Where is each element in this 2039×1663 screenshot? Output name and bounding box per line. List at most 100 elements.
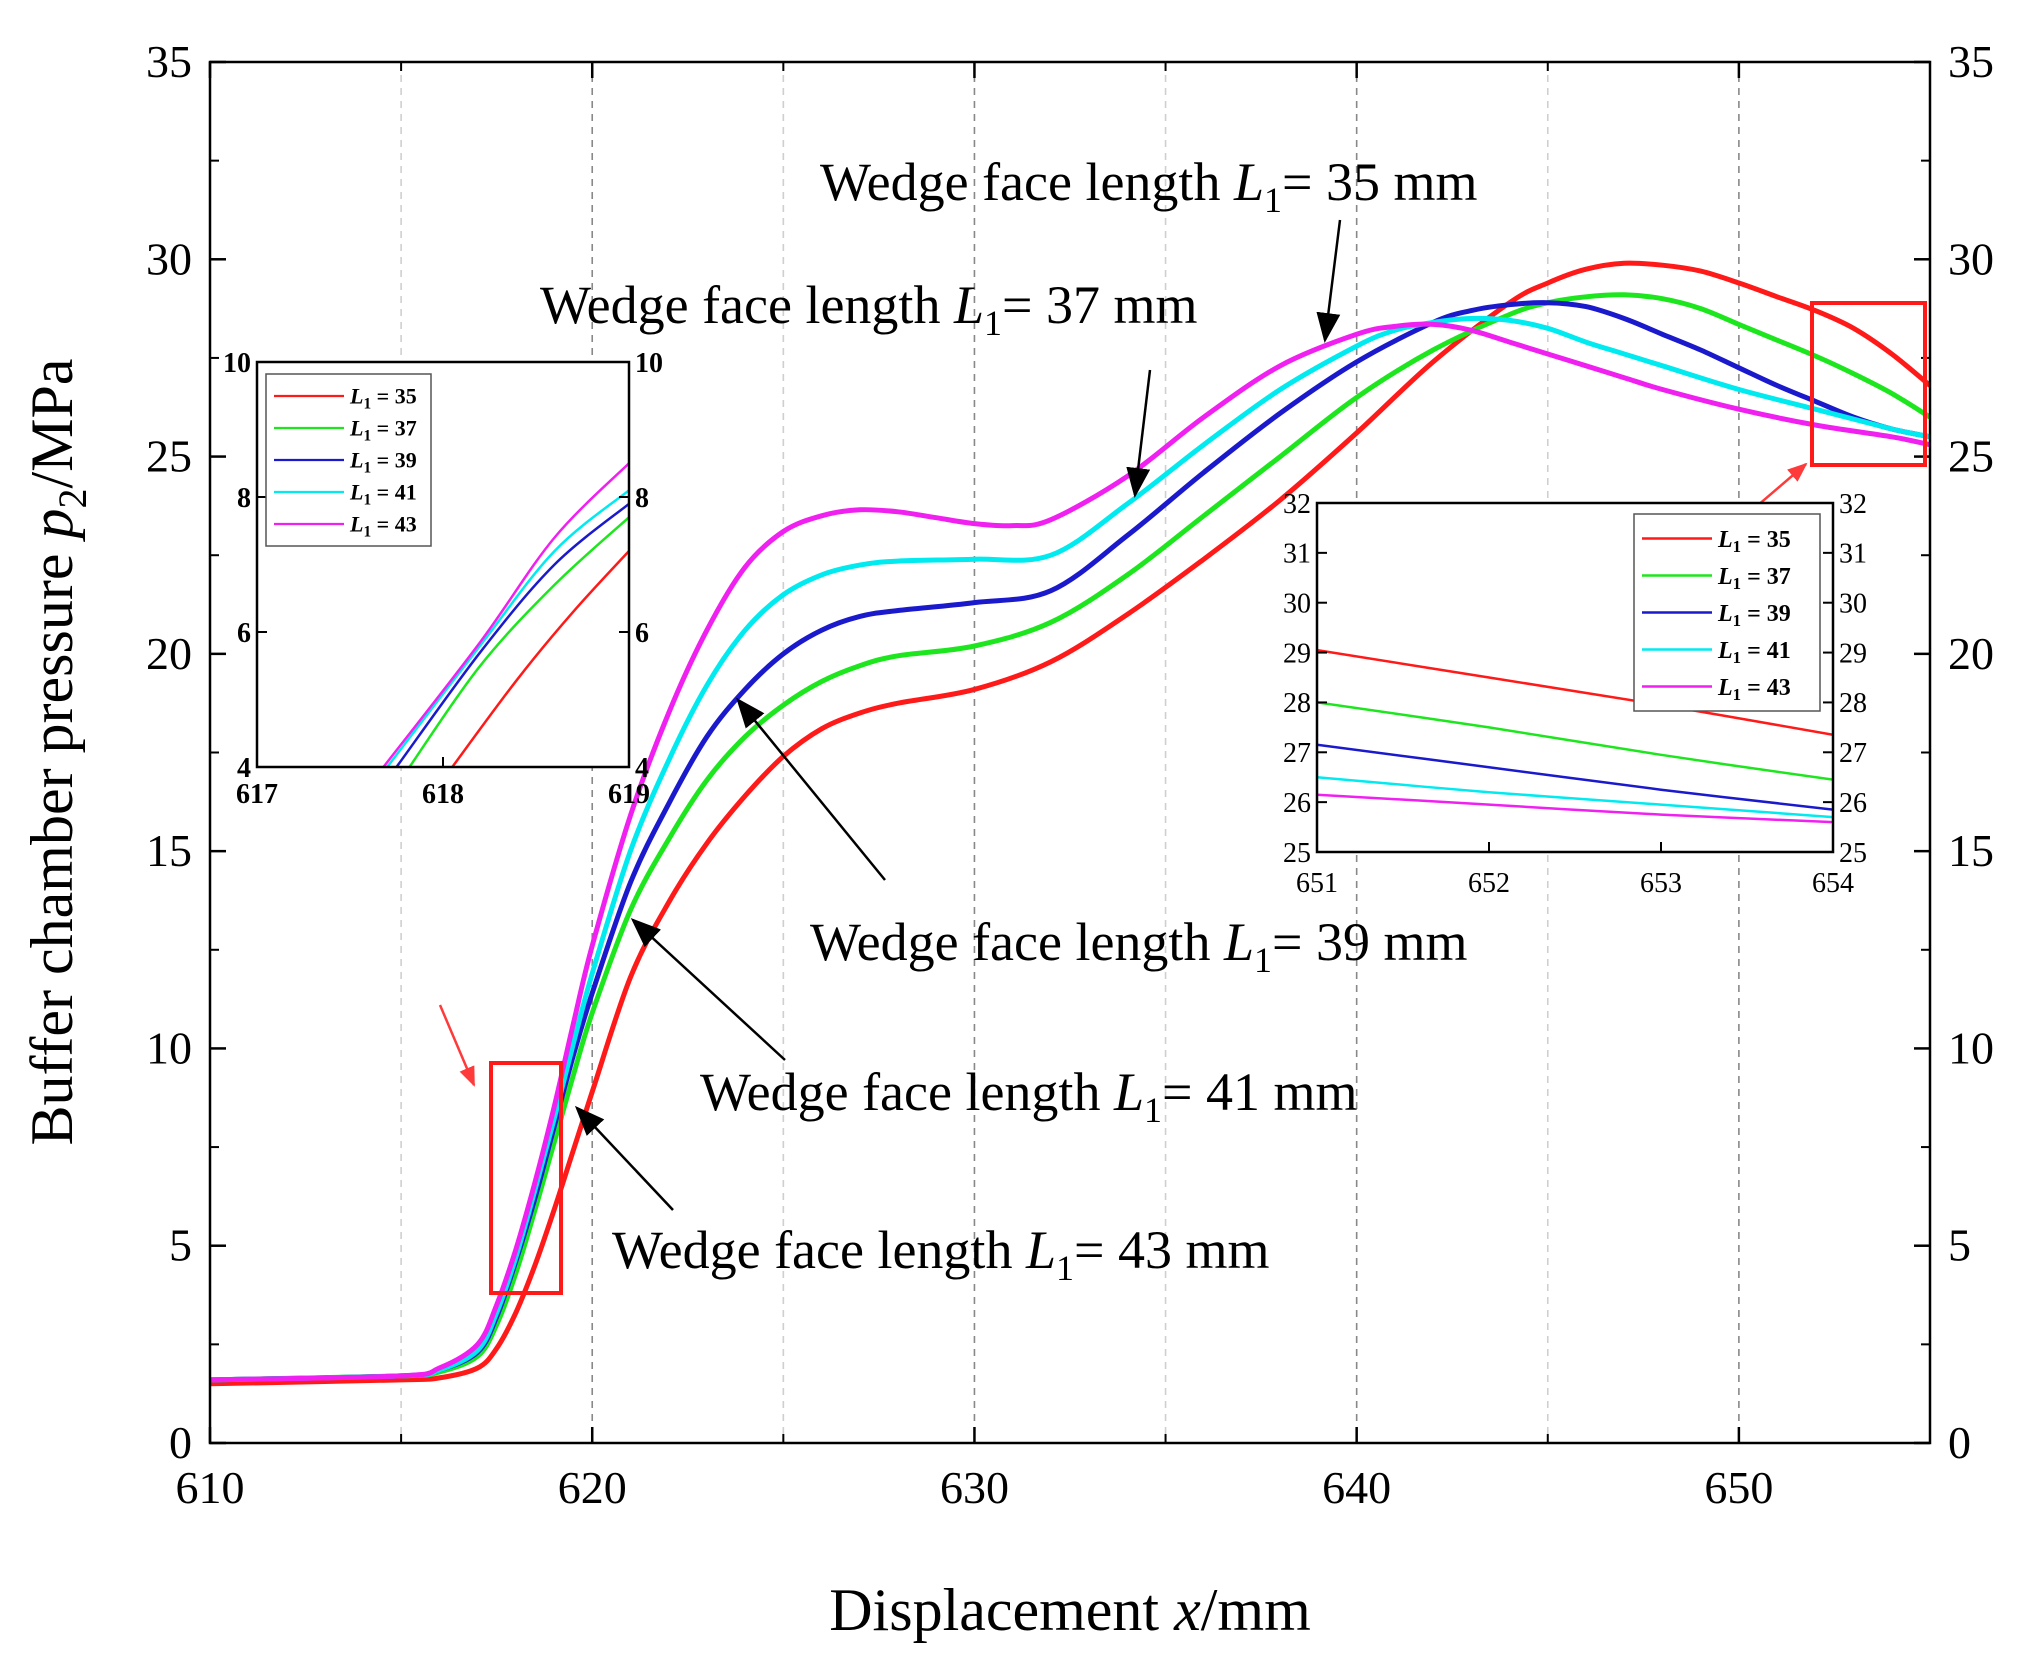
y-tick-label-right: 35 (1948, 36, 1994, 87)
annotation-suffix: = 39 mm (1272, 912, 1467, 972)
zoom-box-left (489, 1061, 563, 1295)
legend-var: L (349, 384, 363, 409)
inset-y-tick-label-right: 29 (1839, 638, 1867, 669)
y-tick-label-right: 15 (1948, 825, 1994, 876)
annotation-sub: 1 (1144, 1090, 1162, 1130)
annotation-var: L (1113, 1062, 1144, 1122)
inset-y-tick-label-right: 30 (1839, 589, 1867, 620)
y-tick-label: 0 (169, 1417, 192, 1468)
inset-legend-label: L1 = 43 (349, 512, 417, 541)
inset-legend-label: L1 = 39 (1717, 601, 1791, 630)
main-series (210, 260, 1930, 1387)
annotation-label: Wedge face length L1= 35 mm (820, 152, 1477, 220)
legend-sub: 1 (363, 428, 371, 445)
x-tick-label: 620 (558, 1462, 627, 1513)
legend-sub: 1 (1733, 537, 1741, 556)
legend-sub: 1 (363, 524, 371, 541)
legend-var: L (1717, 638, 1733, 664)
inset-y-tick-label: 25 (1283, 838, 1311, 869)
annotation-suffix: = 43 mm (1074, 1220, 1269, 1280)
x-axis-title-unit: /mm (1201, 1577, 1311, 1643)
inset-x-tick-label: 617 (236, 779, 278, 810)
series-line-L41 (1317, 775, 1833, 819)
inset-y-tick-label-right: 32 (1839, 489, 1867, 520)
annotation-prefix: Wedge face length (820, 152, 1234, 212)
inset-y-tick-label-right: 10 (635, 348, 663, 379)
inset-y-tick-label: 8 (237, 483, 251, 514)
annotation-var: L (953, 275, 984, 335)
inset-y-tick-label: 30 (1283, 589, 1311, 620)
legend-suffix: = 35 (1741, 527, 1791, 553)
x-tick-label: 630 (940, 1462, 1009, 1513)
y-axis-title: Buffer chamber pressure p2/MPa (19, 358, 95, 1145)
inset-legend-label: L1 = 39 (349, 448, 417, 477)
series-line-L39 (395, 502, 629, 767)
inset-legend-label: L1 = 37 (349, 416, 417, 445)
inset-legend-label: L1 = 43 (1717, 675, 1791, 704)
inset-y-tick-label-right: 4 (635, 753, 649, 784)
annotation-label: Wedge face length L1= 41 mm (700, 1062, 1357, 1130)
legend-suffix: = 39 (371, 448, 417, 473)
legend-var: L (349, 448, 363, 473)
annotation-sub: 1 (1254, 940, 1272, 980)
series-line-L35 (451, 550, 629, 767)
y-tick-label-right: 0 (1948, 1417, 1971, 1468)
inset-x-tick-label: 619 (608, 779, 650, 810)
legend-var: L (1717, 527, 1733, 553)
annotation-arrow (574, 1105, 674, 1211)
y-axis-title-prefix: Buffer chamber pressure (19, 539, 85, 1146)
annotation-arrow (736, 697, 886, 881)
legend-var: L (1717, 601, 1733, 627)
inset-frame (1315, 501, 1835, 854)
y-tick-label: 10 (146, 1022, 192, 1073)
legend-var: L (1717, 675, 1733, 701)
annotation-arrow (630, 917, 786, 1061)
inset-y-tick-label-right: 27 (1839, 738, 1867, 769)
inset-y-tick-label: 32 (1283, 489, 1311, 520)
legend-sub: 1 (1733, 685, 1741, 704)
legend-suffix: = 37 (371, 416, 417, 441)
y-tick-label-right: 30 (1948, 233, 1994, 284)
y-tick-label: 30 (146, 233, 192, 284)
series-line-L35 (210, 260, 1930, 1387)
inset-x-tick-label: 654 (1812, 868, 1854, 899)
legend-suffix: = 43 (1741, 675, 1791, 701)
legend-var: L (1717, 564, 1733, 590)
inset-x-tick-label: 651 (1296, 868, 1338, 899)
x-tick-label: 640 (1322, 1462, 1391, 1513)
legend-sub: 1 (1733, 574, 1741, 593)
series-line-L43 (210, 321, 1930, 1383)
legend-suffix: = 39 (1741, 601, 1791, 627)
y-tick-label: 25 (146, 431, 192, 482)
inset-y-tick-label: 6 (237, 618, 251, 649)
inset-legend-label: L1 = 41 (349, 480, 417, 509)
inset-y-tick-label: 27 (1283, 738, 1311, 769)
red-arrow-left (438, 1004, 476, 1087)
legend-sub: 1 (363, 396, 371, 413)
y-tick-label-right: 25 (1948, 431, 1994, 482)
inset-y-tick-label: 29 (1283, 638, 1311, 669)
y-tick-label-right: 5 (1948, 1220, 1971, 1271)
series-line-L37 (408, 516, 629, 767)
inset-legend-label: L1 = 41 (1717, 638, 1791, 667)
legend-sub: 1 (363, 460, 371, 477)
inset-x-tick-label: 653 (1640, 868, 1682, 899)
inset-y-tick-label-right: 26 (1839, 788, 1867, 819)
inset-y-tick-label-right: 25 (1839, 838, 1867, 869)
annotation-var: L (1025, 1220, 1056, 1280)
series-line-L35 (1317, 648, 1833, 737)
legend-suffix: = 37 (1741, 564, 1791, 590)
annotation-sub: 1 (984, 303, 1002, 343)
legend-sub: 1 (363, 492, 371, 509)
series-line-L43 (382, 462, 629, 767)
annotation-label: Wedge face length L1= 43 mm (612, 1220, 1269, 1288)
legend-suffix: = 35 (371, 384, 417, 409)
annotation-label: Wedge face length L1= 39 mm (810, 912, 1467, 980)
series-line-L39 (1317, 743, 1833, 811)
annotation-suffix: = 37 mm (1002, 275, 1197, 335)
